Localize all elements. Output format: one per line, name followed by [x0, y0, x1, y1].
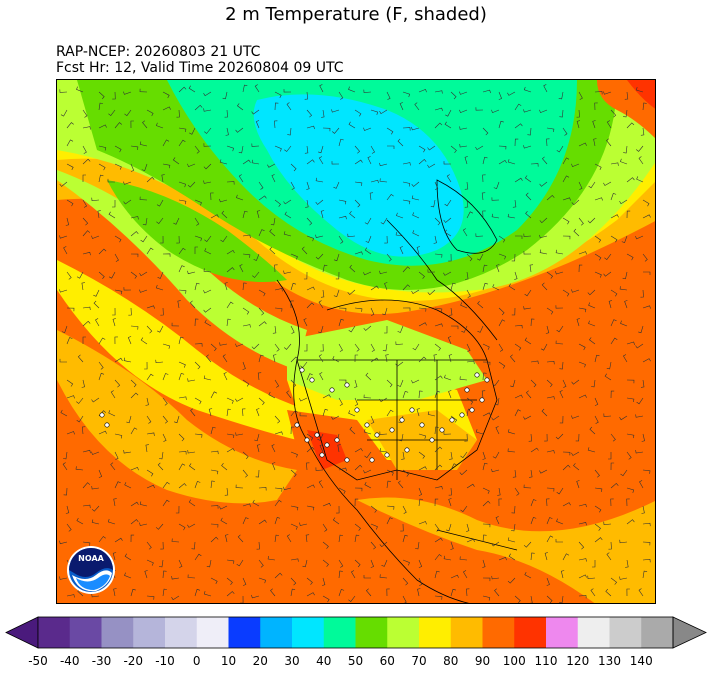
- colorbar-segment: [101, 617, 134, 648]
- colorbar-segment: [292, 617, 325, 648]
- valid-time-info: Fcst Hr: 12, Valid Time 20260804 09 UTC: [56, 60, 344, 76]
- colorbar-segment: [609, 617, 642, 648]
- colorbar-segment: [133, 617, 166, 648]
- colorbar-over-arrow: [672, 616, 707, 649]
- colorbar-tick-label: 90: [474, 654, 491, 668]
- colorbar-segment: [228, 617, 261, 648]
- colorbar-under-arrow: [5, 616, 39, 649]
- colorbar-tick-label: 50: [347, 654, 364, 668]
- colorbar-tick-label: 10: [220, 654, 237, 668]
- temperature-colorbar: [0, 614, 712, 676]
- colorbar-segment: [387, 617, 420, 648]
- temperature-map: [56, 79, 656, 604]
- colorbar-segment: [69, 617, 102, 648]
- colorbar-tick-label: 0: [192, 654, 201, 668]
- colorbar-tick-label: 110: [534, 654, 558, 668]
- colorbar-segment: [577, 617, 610, 648]
- colorbar-segment: [355, 617, 388, 648]
- colorbar-segment: [450, 617, 483, 648]
- run-info: RAP-NCEP: 20260803 21 UTC: [56, 44, 261, 60]
- logo-text: NOAA: [78, 554, 104, 563]
- colorbar-tick-label: 130: [598, 654, 621, 668]
- colorbar-tick-label: 140: [629, 654, 653, 668]
- colorbar-tick-label: 20: [252, 654, 268, 668]
- colorbar-segment: [196, 617, 229, 648]
- colorbar-segment: [546, 617, 579, 648]
- colorbar-tick-label: 30: [284, 654, 300, 668]
- colorbar-tick-label: 60: [379, 654, 395, 668]
- colorbar-tick-label: -40: [59, 654, 80, 668]
- chart-title: 2 m Temperature (F, shaded): [225, 4, 487, 25]
- colorbar-segment: [260, 617, 293, 648]
- colorbar-tick-label: 70: [411, 654, 427, 668]
- colorbar-segment: [323, 617, 356, 648]
- noaa-logo: NOAA: [66, 545, 116, 595]
- colorbar-segment: [641, 617, 674, 648]
- colorbar-segment: [514, 617, 547, 648]
- colorbar-tick-label: 80: [443, 654, 459, 668]
- colorbar-tick-label: -10: [155, 654, 175, 668]
- colorbar-tick-label: 100: [502, 654, 526, 668]
- colorbar-segment: [38, 617, 71, 648]
- colorbar-segment: [482, 617, 515, 648]
- colorbar-tick-label: -30: [91, 654, 112, 668]
- colorbar-tick-label: -50: [28, 654, 48, 668]
- colorbar-tick-label: 40: [316, 654, 332, 668]
- colorbar-segment: [165, 617, 198, 648]
- colorbar-tick-label: 120: [566, 654, 590, 668]
- map-canvas: [57, 80, 655, 603]
- colorbar-segment: [419, 617, 452, 648]
- colorbar-tick-label: -20: [123, 654, 144, 668]
